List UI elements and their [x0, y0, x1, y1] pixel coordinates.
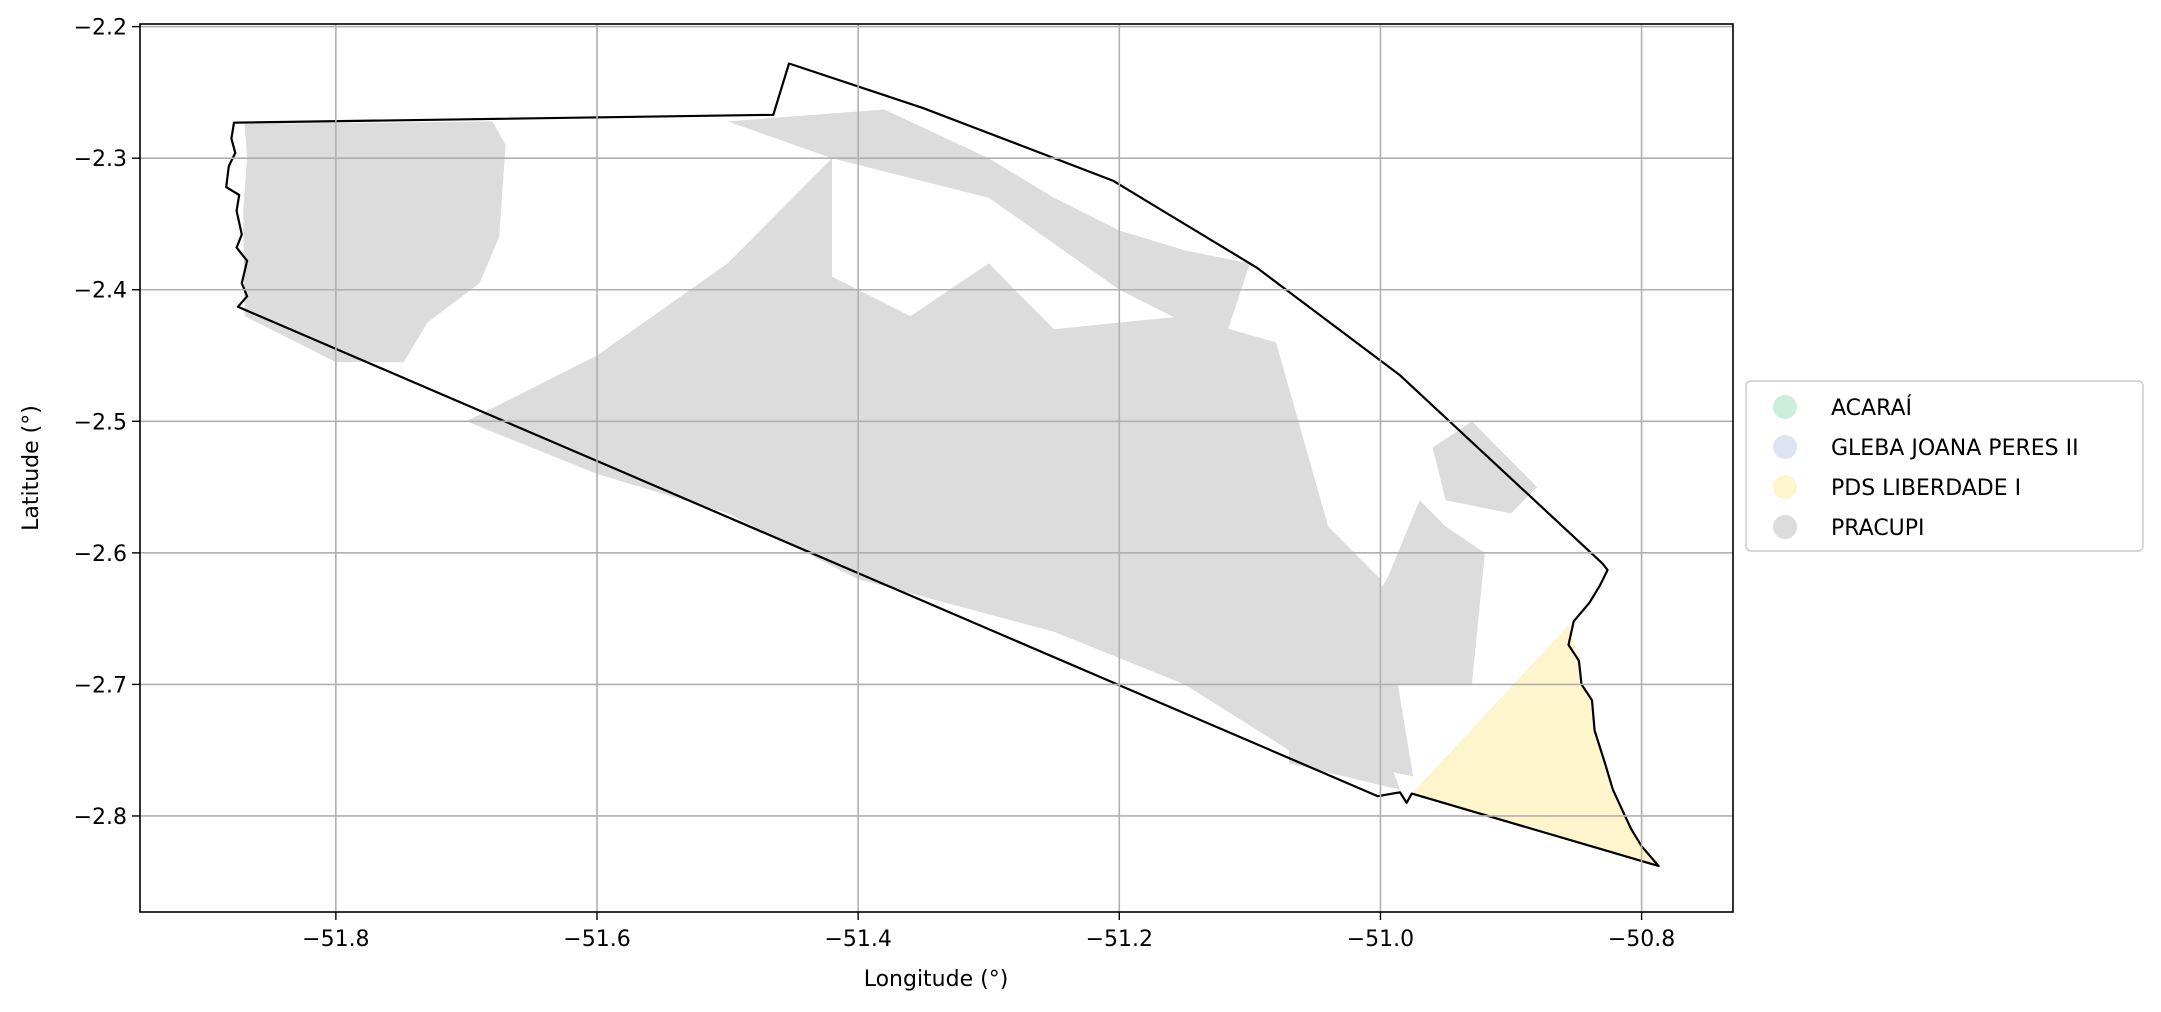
- region-pracupi-0: [243, 121, 506, 363]
- y-tick-label-1: −2.3: [74, 147, 127, 172]
- legend-label-3: PRACUPI: [1831, 516, 1925, 541]
- y-tick-label-5: −2.7: [74, 673, 127, 698]
- plot-frame: [139, 23, 1734, 913]
- x-axis-label: Longitude (°): [864, 967, 1009, 992]
- y-tick-label-0: −2.2: [74, 16, 127, 41]
- legend-label-1: GLEBA JOANA PERES II: [1831, 436, 2079, 461]
- grid-layer: [140, 24, 1733, 912]
- municipality-boundary: [225, 62, 1660, 868]
- y-tick-label-4: −2.6: [74, 542, 127, 567]
- x-tick-label-0: −51.8: [302, 927, 369, 952]
- y-tick-label-3: −2.5: [74, 410, 127, 435]
- legend-items: ACARAÍ GLEBA JOANA PERES II PDS LIBERDADE …: [1773, 395, 2079, 541]
- legend-marker-2: [1773, 475, 1797, 499]
- region-pracupi-3: [1315, 500, 1485, 685]
- y-tick-label-6: −2.8: [74, 805, 127, 830]
- x-tick-label-2: −51.4: [824, 927, 891, 952]
- boundary-layer: [225, 62, 1660, 868]
- x-tick-label-4: −51.0: [1347, 927, 1414, 952]
- legend: ACARAÍ GLEBA JOANA PERES II PDS LIBERDADE …: [1745, 380, 2144, 552]
- region-pracupi-4: [1289, 710, 1400, 790]
- x-tick-label-3: −51.2: [1086, 927, 1153, 952]
- region-pds-liberdade-i-0: [1411, 625, 1659, 866]
- region-pracupi-5: [1432, 421, 1538, 514]
- x-tick-label-5: −50.8: [1608, 927, 1675, 952]
- region-pracupi-1: [466, 158, 1414, 777]
- legend-marker-3: [1773, 515, 1797, 539]
- legend-label-2: PDS LIBERDADE I: [1831, 476, 2021, 501]
- y-tick-label-2: −2.4: [74, 279, 127, 304]
- y-axis: −2.2 −2.3 −2.4 −2.5 −2.6 −2.7 −2.8: [74, 16, 140, 830]
- legend-frame: [1745, 380, 2144, 552]
- legend-marker-0: [1773, 395, 1797, 419]
- legend-marker-1: [1773, 435, 1797, 459]
- x-axis: −51.8 −51.6 −51.4 −51.2 −51.0 −50.8: [302, 912, 1675, 952]
- y-axis-label: Latitude (°): [19, 405, 44, 531]
- legend-label-0: ACARAÍ: [1831, 395, 1912, 421]
- x-tick-label-1: −51.6: [563, 927, 630, 952]
